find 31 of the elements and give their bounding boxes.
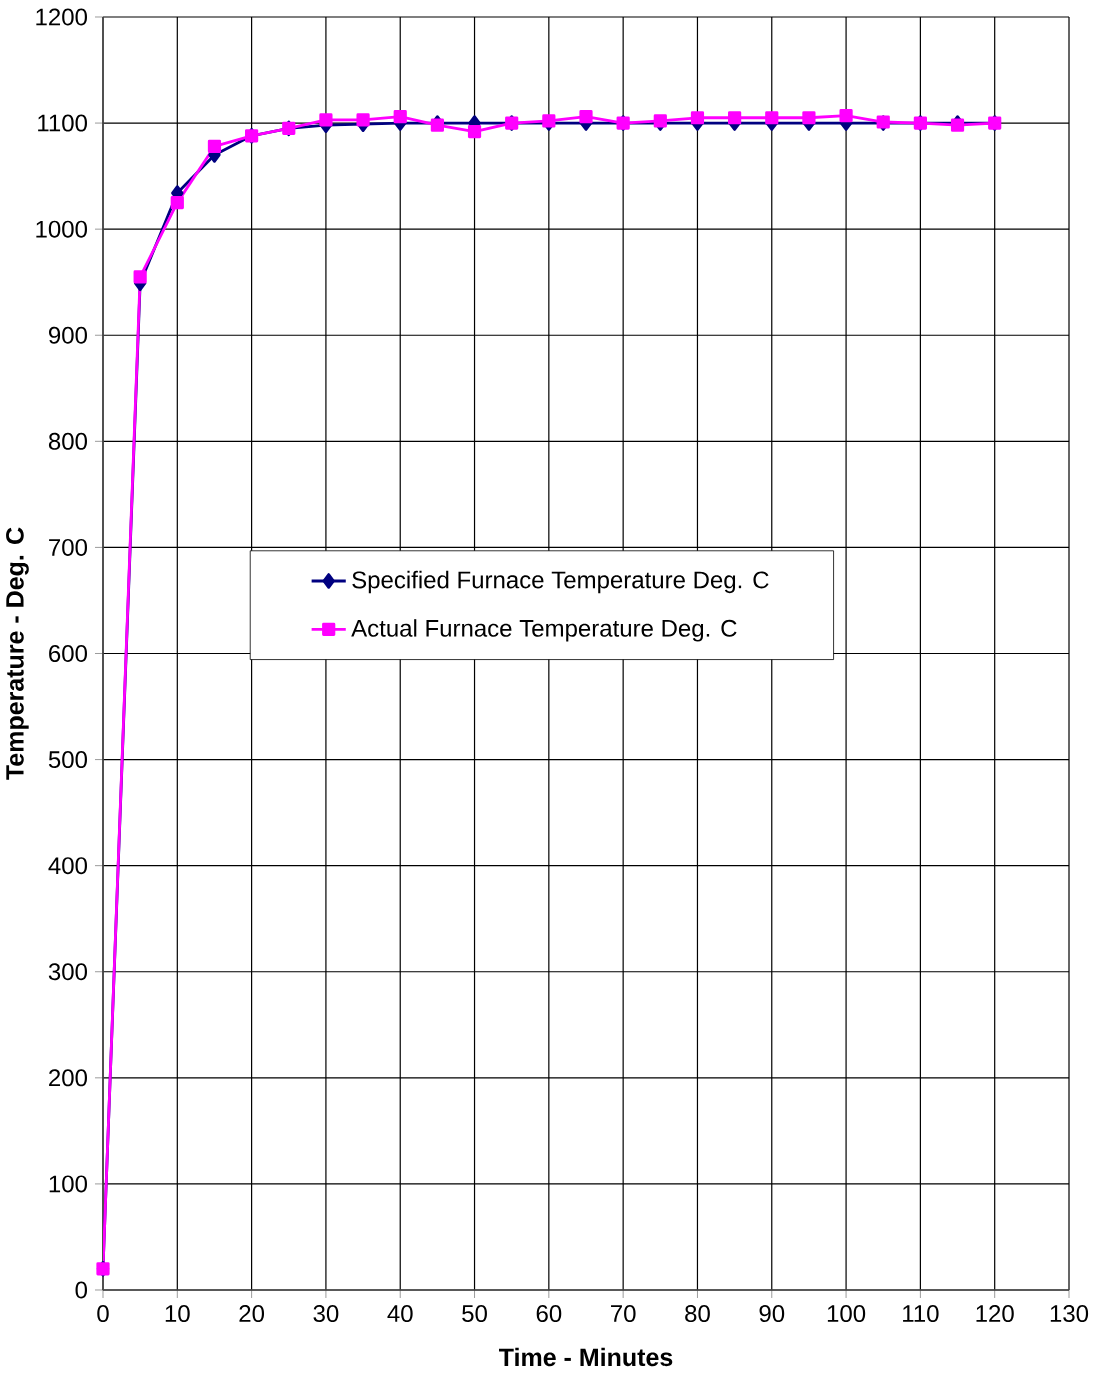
x-axis-title: Time - Minutes xyxy=(499,1347,673,1367)
x-tick-label: 90 xyxy=(759,1305,785,1323)
x-tick-label: 40 xyxy=(387,1305,413,1323)
y-tick-label: 1100 xyxy=(38,114,87,132)
x-tick-label: 60 xyxy=(536,1305,562,1323)
y-axis-title: Temperature - Deg. C xyxy=(6,527,29,780)
legend-label: Specified Furnace Temperature Deg. C xyxy=(352,570,769,594)
x-tick-label: 70 xyxy=(611,1305,636,1323)
x-tick-label: 50 xyxy=(462,1305,487,1323)
y-tick-label: 300 xyxy=(48,963,87,981)
y-tick-label: 0 xyxy=(75,1281,88,1299)
x-tick-label: 130 xyxy=(1050,1305,1089,1323)
x-tick-label: 110 xyxy=(903,1305,939,1323)
legend-label: Actual Furnace Temperature Deg. C xyxy=(351,619,737,642)
x-tick-label: 20 xyxy=(239,1305,265,1323)
x-tick-label: 100 xyxy=(827,1305,866,1323)
y-tick-label: 1000 xyxy=(36,220,87,238)
y-tick-label: 700 xyxy=(49,538,87,556)
y-tick-label: 500 xyxy=(48,751,87,769)
y-tick-label: 800 xyxy=(48,432,87,450)
x-tick-label: 0 xyxy=(97,1305,109,1323)
y-tick-label: 900 xyxy=(49,326,87,344)
y-tick-label: 1200 xyxy=(36,8,87,26)
x-tick-label: 120 xyxy=(976,1305,1014,1323)
y-tick-label: 600 xyxy=(49,645,87,662)
y-tick-label: 400 xyxy=(48,857,87,875)
x-tick-label: 80 xyxy=(685,1305,710,1323)
y-tick-label: 200 xyxy=(49,1069,87,1087)
y-tick-label: 100 xyxy=(49,1175,87,1193)
x-tick-label: 30 xyxy=(313,1305,339,1323)
x-tick-label: 10 xyxy=(165,1305,190,1323)
